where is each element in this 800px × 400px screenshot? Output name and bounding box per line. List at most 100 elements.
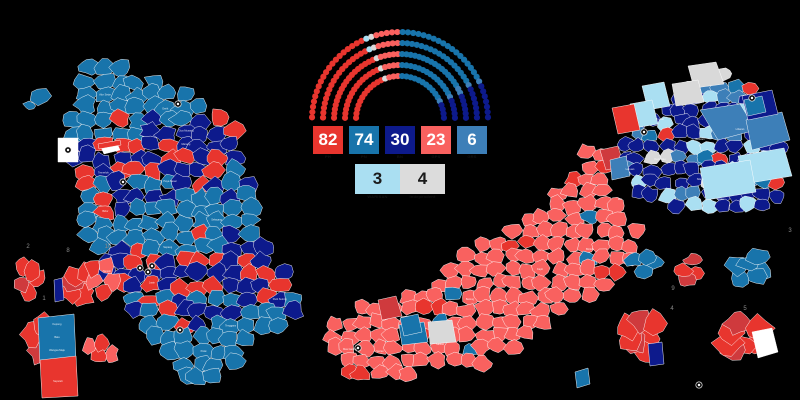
constituency-santubong[interactable] [475,237,494,253]
constituency-sembrong[interactable] [93,192,112,207]
constituency-baram[interactable] [506,260,523,276]
constituency-kapit[interactable] [503,340,524,355]
constituency-langkawi-islet[interactable] [23,101,36,110]
constituency-cameron-highlands[interactable] [109,109,129,128]
inset-kuching-b-part[interactable] [95,334,110,353]
seat-badge-pn[interactable]: 74 PN [349,126,379,159]
constituency-temerloh[interactable] [168,110,193,126]
constituency-lawas[interactable] [427,352,445,370]
constituency-pulai[interactable] [282,300,303,319]
inset-ipoh-navy[interactable] [54,278,64,302]
islet-bottom-2[interactable] [400,314,422,336]
seat-badge-bn[interactable]: 30 BN [385,126,415,159]
constituency-kanowit[interactable] [548,248,565,264]
constituency-penampang[interactable] [642,186,658,203]
constituency-semporna[interactable] [754,199,770,211]
inset-kuching-b-part[interactable] [82,338,96,355]
constituency-miri[interactable] [486,262,506,277]
constituency-libaran[interactable] [668,199,685,214]
constituency-puncak-borneo[interactable] [458,326,476,342]
constituency-langkawi[interactable] [130,198,149,216]
seat-badge-grs[interactable]: 6 GRS [457,126,487,159]
constituency-langkawi[interactable] [30,88,52,105]
constituency-tenggara[interactable] [187,303,207,319]
constituency-stampin[interactable] [517,235,536,248]
constituency-puncak-borneo[interactable] [457,304,476,317]
constituency-gray-sarawak[interactable] [428,320,456,344]
constituency-mukah[interactable] [470,339,492,355]
constituency-pokok-sena[interactable] [146,326,164,345]
constituency-sibuti[interactable] [551,221,568,238]
constituency-julau[interactable] [533,208,550,224]
constituency-bandar-kuching[interactable] [378,296,402,320]
constituency-machang[interactable] [206,211,229,231]
constituency-lahad-datu[interactable] [700,160,756,200]
constituency-pengerang[interactable] [220,305,244,323]
constituency-kota-samarahan[interactable] [371,365,390,379]
island-sabah-1[interactable] [744,96,766,116]
inset-putrajaya-part[interactable] [24,259,40,281]
constituency-batu-gajah[interactable] [254,237,274,256]
constituency-petra-jaya[interactable] [580,259,595,277]
constituency-labuan[interactable] [610,156,630,180]
constituency-langkawi[interactable] [78,59,99,75]
inset-penang-part[interactable] [746,268,768,284]
constituency-kemaman[interactable] [94,112,112,128]
constituency-serian[interactable] [474,299,495,317]
constituency-limbang[interactable] [413,352,431,366]
constituency-kubang-pasu[interactable] [254,317,274,335]
constituency-batang-lupar[interactable] [504,327,521,340]
constituency-bukit-katil[interactable] [237,277,256,294]
constituency-sibu[interactable] [580,210,599,224]
constituency-kulai[interactable] [156,314,181,330]
constituency-setiu[interactable] [225,353,246,370]
inset-kk-red-part[interactable] [674,263,694,277]
constituency-sarikei[interactable] [515,249,535,264]
constituency-seremban[interactable] [275,264,294,281]
constituency-santubong[interactable] [381,327,400,343]
constituency-kota-samarahan[interactable] [442,301,459,316]
constituency-igan[interactable] [383,341,403,355]
constituency-kanowit[interactable] [547,208,566,221]
constituency-kinabatangan[interactable] [714,138,730,153]
constituency-jerlun[interactable] [155,199,177,217]
constituency-dungun[interactable] [160,222,179,242]
inset-kuching-part[interactable] [84,261,99,279]
constituency-batang-sadong[interactable] [560,183,578,198]
constituency-sepang[interactable] [222,265,244,281]
constituency-puchong[interactable] [185,262,209,282]
constituency-sibu[interactable] [445,287,462,300]
constituency-betong[interactable] [550,302,569,315]
constituency-baram[interactable] [575,223,593,239]
constituency-tenom[interactable] [628,138,644,152]
constituency-padang-serai[interactable] [193,326,211,345]
constituency-tangga-batu[interactable] [223,278,240,294]
constituency-beluran[interactable] [769,190,784,204]
constituency-temerloh[interactable] [89,238,111,255]
constituency-mas-gading[interactable] [553,261,570,277]
constituency-bandar-kuching[interactable] [594,265,612,280]
constituency-semporna[interactable] [641,174,660,187]
constituency-batu-pahat[interactable] [221,171,241,192]
constituency-sibuti[interactable] [469,265,489,277]
constituency-hulu-selangor[interactable] [141,136,160,150]
constituency-kuala-terengganu[interactable] [185,367,207,385]
inset-johor-bahru-part[interactable] [722,311,754,335]
constituency-jerlun[interactable] [109,59,130,78]
constituency-keningau[interactable] [661,163,679,176]
constituency-kota-marudu[interactable] [672,80,704,106]
constituency-tanjong-piai[interactable] [93,206,114,221]
seat-badge-ph[interactable]: 82 PH [313,126,343,159]
inset-penang-part[interactable] [745,248,770,265]
constituency-tanjong-manis[interactable] [563,274,582,290]
constituency-petra-jaya[interactable] [401,300,419,315]
constituency-kampar[interactable] [191,127,207,144]
constituency-bintulu[interactable] [454,261,476,277]
constituency-jeli[interactable] [220,214,243,229]
constituency-stampin[interactable] [609,263,626,281]
constituency-kapit[interactable] [476,314,496,331]
inset-klang-valley-part[interactable] [644,309,668,336]
constituency-dungun[interactable] [77,111,98,128]
